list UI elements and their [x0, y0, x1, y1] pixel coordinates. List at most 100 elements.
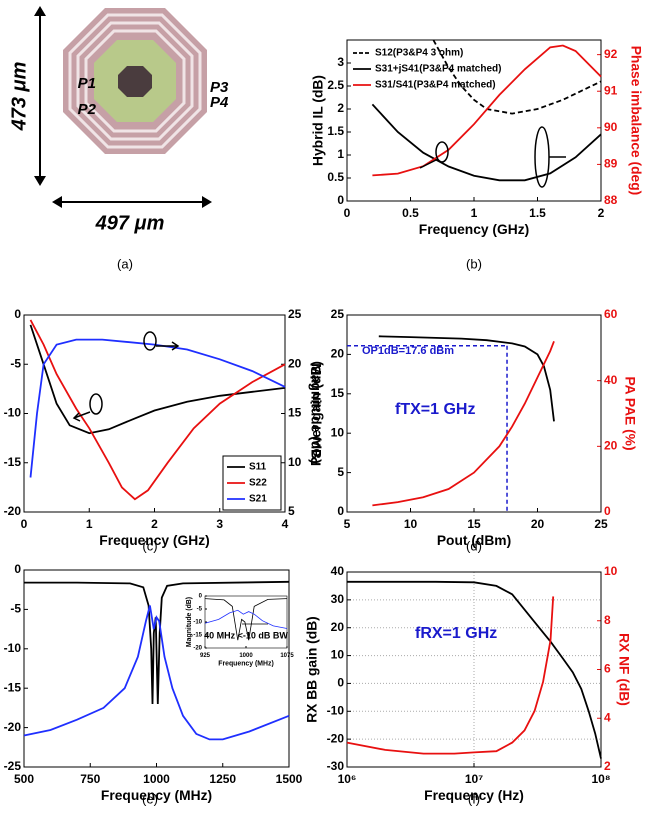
legend-label: S21 — [249, 494, 267, 505]
y-tick-label: 0.5 — [327, 170, 344, 184]
y2-tick-label: 91 — [604, 83, 618, 97]
series-line — [23, 605, 290, 741]
y2-tick-label: 10 — [604, 564, 618, 578]
legend-label: S22 — [249, 478, 267, 489]
y2-tick-label: 5 — [288, 504, 295, 518]
y-tick-label: -5 — [10, 356, 21, 370]
y2-tick-label: 8 — [604, 613, 611, 627]
x-tick-label: 1.5 — [529, 206, 546, 220]
y-axis-label: Power gain (dB) — [309, 361, 324, 466]
x-tick-label: 1 — [86, 517, 93, 531]
y2-tick-label: 6 — [604, 662, 611, 676]
caption: (a) — [117, 256, 133, 271]
caption: (d) — [466, 538, 482, 553]
plot-frame — [204, 595, 288, 649]
series-line — [346, 596, 555, 755]
y-tick-label: 0 — [337, 676, 344, 690]
series-line — [24, 580, 290, 705]
y2-axis-label: Magnitude (dB) — [308, 363, 323, 463]
plot-frame — [346, 39, 602, 202]
y2-tick-label: 2 — [604, 759, 611, 773]
port-label: P3 — [210, 79, 229, 96]
annotation: fRX=1 GHz — [415, 625, 497, 642]
x-tick-label: 4 — [282, 517, 289, 531]
annotation: OP1dB=17.6 dBm — [362, 345, 454, 357]
plot-frame — [346, 314, 602, 513]
y-tick-label: -10 — [327, 703, 345, 717]
coil-ring — [84, 29, 186, 133]
plot-frame — [346, 571, 602, 768]
arrow — [72, 411, 91, 422]
x-tick-label: 15 — [467, 517, 481, 531]
arrow — [156, 341, 180, 351]
x-tick-label: 1075 — [280, 653, 294, 659]
curve-marker — [435, 141, 449, 163]
y-tick-label: 20 — [331, 347, 345, 361]
series-line — [204, 609, 288, 629]
x-tick-label: 1000 — [143, 772, 170, 786]
port-label: P1 — [78, 75, 96, 92]
x-tick-label: 1500 — [276, 772, 303, 786]
caption: (b) — [466, 256, 482, 271]
plots: 0 0.5 1 1.5 200.511.522.538889909192Frequenc… — [4, 39, 643, 806]
x-axis-label: Frequency (Hz) — [424, 788, 524, 803]
y-tick-label: 25 — [331, 307, 345, 321]
y-tick-label: -20 — [4, 720, 22, 734]
x-tick-label: 10⁶ — [338, 772, 357, 786]
x-tick-label: 1250 — [209, 772, 236, 786]
y2-tick-label: 20 — [604, 439, 618, 453]
y-tick-label: -5 — [197, 607, 203, 613]
x-axis-label: Pout (dBm) — [437, 533, 511, 548]
y-tick-label: 1.5 — [327, 124, 344, 138]
x-axis-label: Frequency (MHz) — [101, 788, 212, 803]
legend-label: S31+jS41(P3&P4 matched) — [375, 64, 501, 75]
annotation: 40 MHz <-10 dB BW — [204, 630, 288, 640]
chip-center — [118, 66, 152, 97]
legend-label: S31/S41(P3&P4 matched) — [375, 80, 496, 91]
arrow — [419, 159, 437, 169]
x-tick-label: 10⁷ — [465, 772, 483, 786]
x-tick-label: 2 — [151, 517, 158, 531]
y-tick-label: -10 — [4, 406, 22, 420]
series-line — [378, 335, 555, 422]
y-tick-label: -10 — [4, 641, 22, 655]
x-tick-label: 10⁸ — [591, 772, 610, 786]
annotations — [72, 126, 566, 625]
y-tick-label: 0 — [199, 594, 203, 600]
series-line — [29, 324, 286, 435]
coil-ring — [68, 13, 202, 149]
y-tick-label: -30 — [327, 759, 345, 773]
y2-tick-label: 60 — [604, 307, 618, 321]
y-tick-label: 40 — [331, 564, 345, 578]
y-tick-label: 1 — [337, 147, 344, 161]
y-tick-label: 3 — [337, 55, 344, 69]
y-tick-label: -20 — [193, 646, 202, 652]
y-tick-label: -25 — [4, 759, 22, 773]
plot-frame — [23, 314, 286, 513]
y-tick-label: 10 — [331, 425, 345, 439]
y2-tick-label: 0 — [604, 504, 611, 518]
y-tick-label: 2 — [337, 101, 344, 115]
y-tick-label: -15 — [193, 633, 202, 639]
x-tick-label: 3 — [216, 517, 223, 531]
x-tick-label: 500 — [14, 772, 34, 786]
series-line — [29, 319, 286, 501]
x-axis-label: Frequency (GHz) — [419, 222, 529, 237]
x-tick-label: 750 — [80, 772, 100, 786]
y-tick-label: 10 — [331, 648, 345, 662]
y-axis-label: Hybrid IL (dB) — [311, 75, 326, 166]
y2-tick-label: 92 — [604, 47, 618, 61]
y2-tick-label: 90 — [604, 120, 618, 134]
y-tick-label: 5 — [337, 465, 344, 479]
series-line — [29, 338, 286, 478]
x-axis-label: Frequency (MHz) — [218, 661, 274, 668]
y2-tick-label: 89 — [604, 157, 618, 171]
x-tick-label: 5 — [344, 517, 351, 531]
y-axis-label: Magnitude (dB) — [186, 597, 193, 647]
y-tick-label: 0 — [14, 307, 21, 321]
series-line — [371, 103, 602, 182]
curve-marker — [89, 393, 103, 415]
y2-tick-label: 20 — [288, 356, 302, 370]
